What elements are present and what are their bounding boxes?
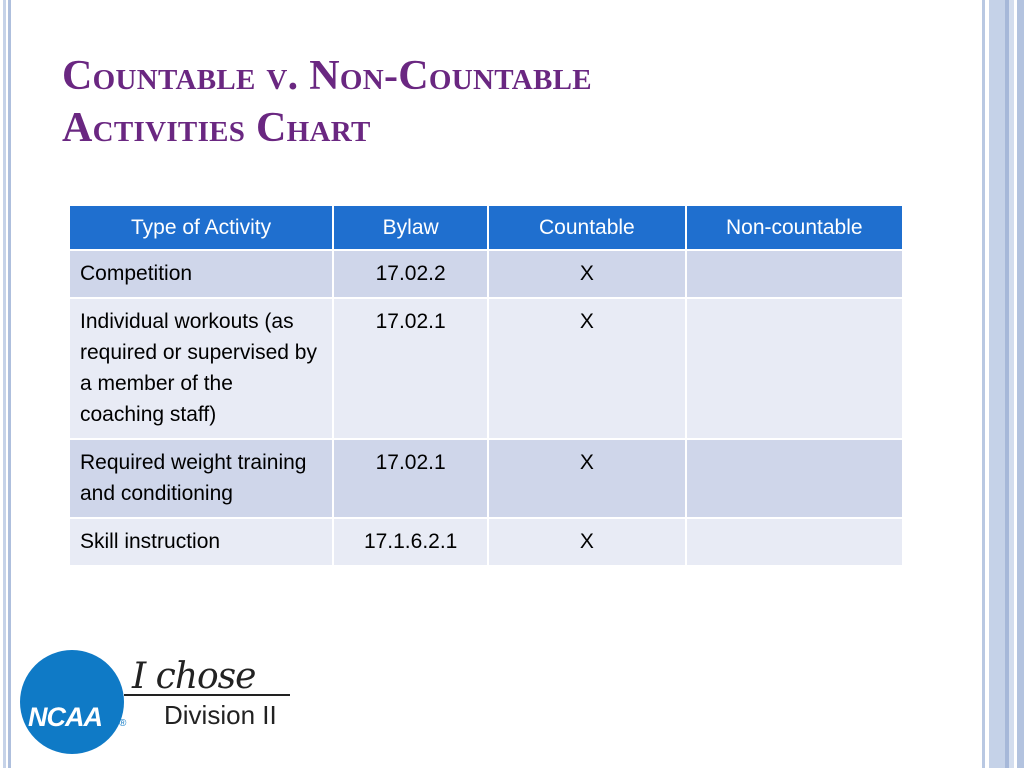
cell-bylaw: 17.02.2 [332,249,490,299]
table-row: Individual workouts (as required or supe… [67,297,905,440]
table-row: Competition 17.02.2 X [67,249,905,299]
cell-activity: Skill instruction [67,517,335,567]
cell-non-countable [684,297,905,440]
ncaa-badge: NCAA [20,650,124,754]
header-non-countable: Non-countable [684,204,905,251]
slide-title-line-2: Activities Chart [62,105,371,151]
cell-countable: X [487,297,687,440]
ncaa-wordmark: NCAA [28,702,103,732]
table-row: Skill instruction 17.1.6.2.1 X [67,517,905,567]
slide-frame-right [978,0,1024,768]
slide-title-line-1: Countable v. Non-Countable [62,53,592,99]
cell-activity: Individual workouts (as required or supe… [67,297,335,440]
registered-mark: ® [119,718,127,729]
cell-countable: X [487,438,687,519]
cell-non-countable [684,438,905,519]
cell-activity: Competition [67,249,335,299]
header-bylaw: Bylaw [332,204,490,251]
header-countable: Countable [487,204,687,251]
cell-countable: X [487,249,687,299]
ncaa-division-ii-logo: NCAA ® I chose Division II [20,646,300,756]
i-chose-script: I chose [132,656,256,697]
cell-bylaw: 17.1.6.2.1 [332,517,490,567]
slide-frame-left [0,0,14,768]
table-row: Required weight training and conditionin… [67,438,905,519]
slide-title: Countable v. Non-Countable Activities Ch… [62,50,942,154]
header-type-of-activity: Type of Activity [67,204,335,251]
activities-table: Type of Activity Bylaw Countable Non-cou… [67,204,905,567]
cell-non-countable [684,249,905,299]
cell-bylaw: 17.02.1 [332,297,490,440]
cell-bylaw: 17.02.1 [332,438,490,519]
table-header-row: Type of Activity Bylaw Countable Non-cou… [67,204,905,251]
cell-activity: Required weight training and conditionin… [67,438,335,519]
cell-non-countable [684,517,905,567]
division-ii-label: Division II [164,700,277,730]
logo-divider [124,694,290,696]
cell-countable: X [487,517,687,567]
